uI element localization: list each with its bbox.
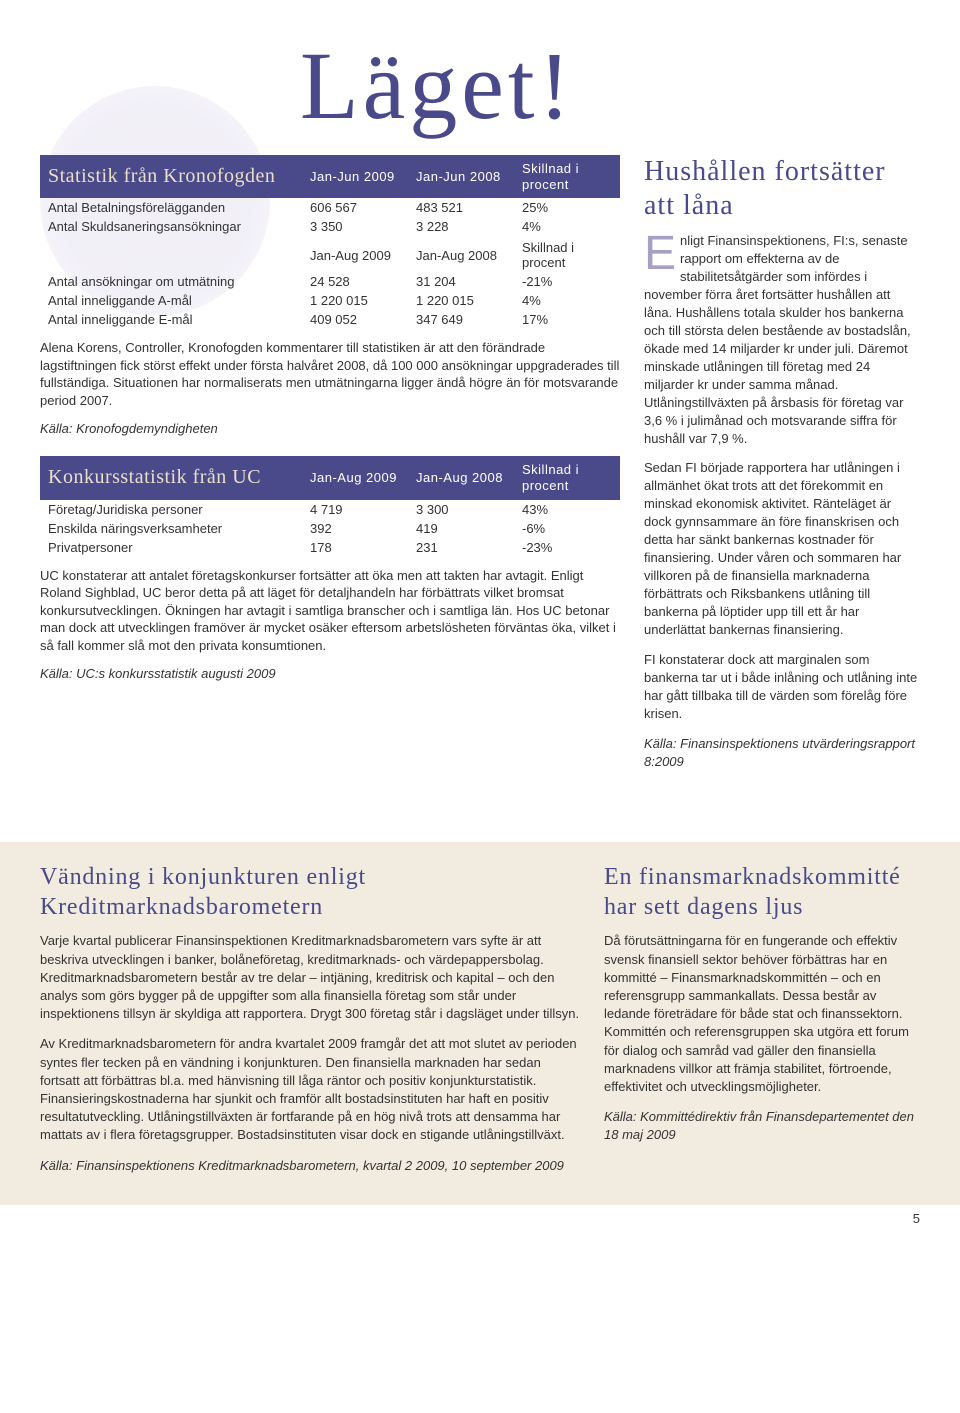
right-article-body: Enligt Finansinspektionens, FI:s, senast… xyxy=(644,232,920,770)
table-subheader: Jan-Aug 2009 Jan-Aug 2008 Skillnad i pro… xyxy=(40,236,620,272)
bottom-left-source: Källa: Finansinspektionens Kreditmarknad… xyxy=(40,1157,580,1175)
kronofogden-title: Statistik från Kronofogden xyxy=(40,155,302,198)
right-article-p3: FI konstaterar dock att marginalen som b… xyxy=(644,651,920,723)
col-head: Jan-Aug 2009 xyxy=(302,456,408,499)
col-head: Jan-Aug 2008 xyxy=(408,456,514,499)
bottom-left-p1: Varje kvartal publicerar Finansinspektio… xyxy=(40,932,580,1023)
kronofogden-comment: Alena Korens, Controller, Kronofogden ko… xyxy=(40,339,620,409)
uc-table: Konkursstatistik från UC Jan-Aug 2009 Ja… xyxy=(40,456,620,556)
right-article-title: Hushållen fortsätter att låna xyxy=(644,155,920,222)
uc-title: Konkursstatistik från UC xyxy=(40,456,302,499)
col-head: Jan-Jun 2008 xyxy=(408,155,514,198)
page-title: Läget! xyxy=(300,30,920,141)
right-article-p1: Enligt Finansinspektionens, FI:s, senast… xyxy=(644,232,920,447)
kronofogden-table: Statistik från Kronofogden Jan-Jun 2009 … xyxy=(40,155,620,329)
table-row: Antal Betalningsförelägganden 606 567 48… xyxy=(40,198,620,217)
col-head: Jan-Jun 2009 xyxy=(302,155,408,198)
table-row: Företag/Juridiska personer 4 719 3 300 4… xyxy=(40,500,620,519)
table-row: Antal ansökningar om utmätning 24 528 31… xyxy=(40,272,620,291)
page-number: 5 xyxy=(0,1205,960,1240)
table-row: Enskilda näringsverksamheter 392 419 -6% xyxy=(40,519,620,538)
right-article-source: Källa: Finansinspektionens utvärderingsr… xyxy=(644,735,920,771)
table-row: Antal inneliggande E-mål 409 052 347 649… xyxy=(40,310,620,329)
col-head: Skillnad i procent xyxy=(514,456,620,499)
col-head: Skillnad i procent xyxy=(514,155,620,198)
table-row: Antal inneliggande A-mål 1 220 015 1 220… xyxy=(40,291,620,310)
kronofogden-source: Källa: Kronofogdemyndigheten xyxy=(40,421,620,436)
bottom-right-title: En finansmarknads­kommitté har sett dage… xyxy=(604,862,920,922)
uc-comment: UC konstaterar att antalet företagskonku… xyxy=(40,567,620,655)
table-row: Privatpersoner 178 231 -23% xyxy=(40,538,620,557)
bottom-right-p1: Då förutsättningarna för en fungerande o… xyxy=(604,932,920,1096)
uc-source: Källa: UC:s konkursstatistik augusti 200… xyxy=(40,666,620,681)
table-row: Antal Skuldsaneringsansökningar 3 350 3 … xyxy=(40,217,620,236)
right-article-p2: Sedan FI började rapportera har utlåning… xyxy=(644,459,920,638)
bottom-left-title: Vändning i konjunkturen enligt Kreditmar… xyxy=(40,862,580,922)
bottom-right-source: Källa: Kommittédirektiv från Finansdepar… xyxy=(604,1108,920,1144)
bottom-left-p2: Av Kreditmarknadsbarometern för andra kv… xyxy=(40,1035,580,1144)
